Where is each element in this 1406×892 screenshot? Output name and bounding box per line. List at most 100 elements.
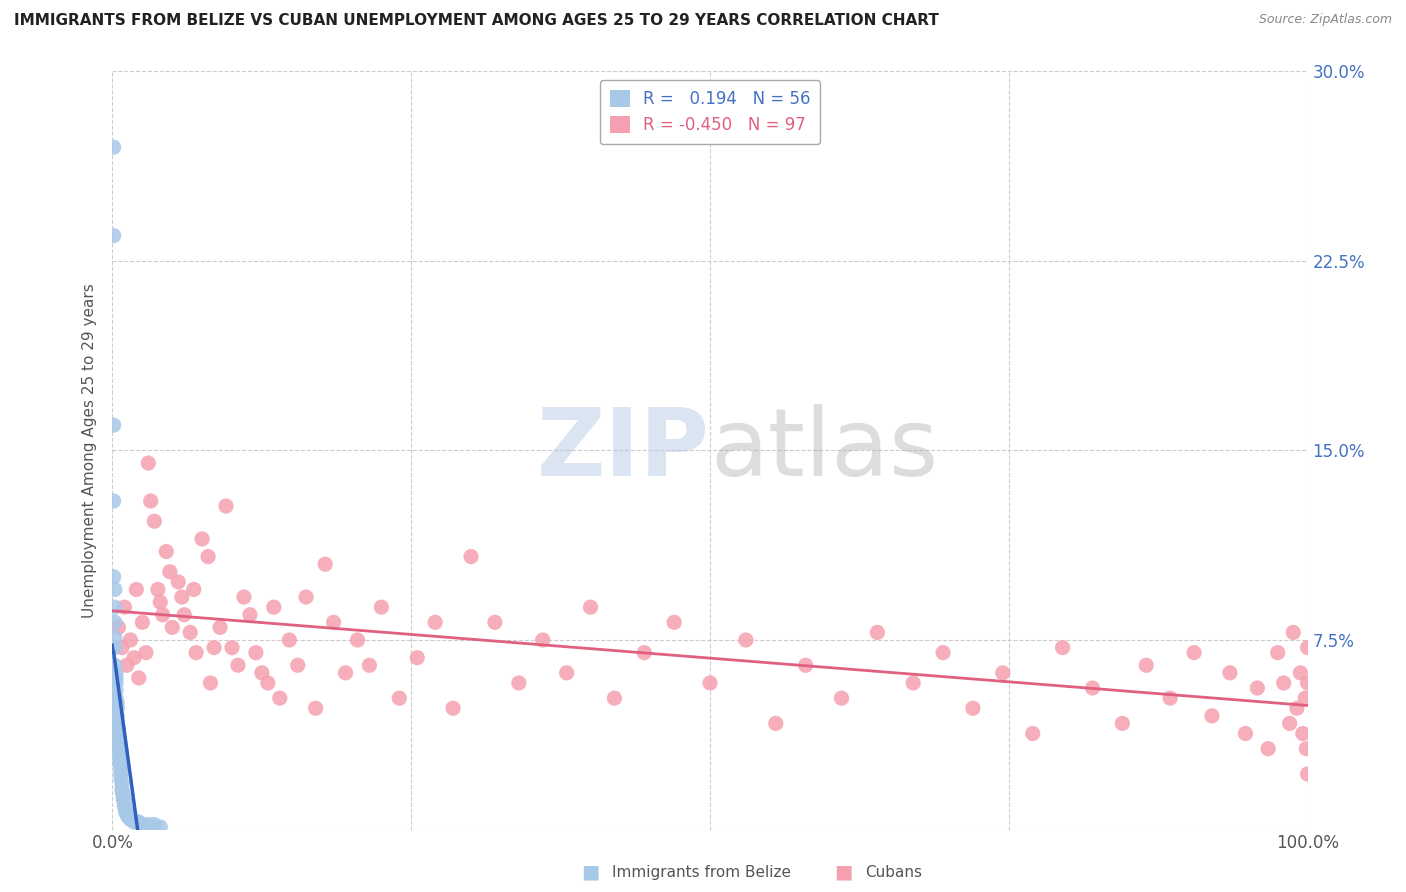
Point (131, 817, 153, 831)
Point (1294, 691, 1316, 706)
Text: Source: ZipAtlas.com: Source: ZipAtlas.com (1258, 13, 1392, 27)
Point (1246, 681, 1268, 695)
Point (115, 807, 138, 822)
Point (104, 631, 127, 645)
Point (1296, 676, 1319, 690)
Point (866, 625, 889, 640)
Point (131, 615, 153, 630)
Point (107, 726, 129, 740)
Point (103, 228, 125, 243)
Point (107, 620, 129, 634)
Text: IMMIGRANTS FROM BELIZE VS CUBAN UNEMPLOYMENT AMONG AGES 25 TO 29 YEARS CORRELATI: IMMIGRANTS FROM BELIZE VS CUBAN UNEMPLOY… (14, 13, 939, 29)
Text: ZIP: ZIP (537, 404, 710, 497)
Point (962, 701, 984, 715)
Point (183, 582, 205, 597)
Point (202, 640, 225, 655)
Point (111, 777, 134, 791)
Point (111, 782, 134, 797)
Point (105, 708, 128, 723)
Point (115, 658, 138, 673)
Point (114, 805, 136, 819)
Text: ■: ■ (581, 863, 600, 882)
Point (903, 676, 925, 690)
Point (105, 665, 128, 680)
Point (120, 633, 142, 648)
Point (152, 607, 174, 622)
Point (167, 574, 190, 589)
Text: atlas: atlas (710, 404, 938, 497)
Point (226, 658, 249, 673)
Point (603, 691, 626, 706)
Point (191, 532, 214, 546)
Legend: R =   0.194   N = 56, R = -0.450   N = 97: R = 0.194 N = 56, R = -0.450 N = 97 (599, 79, 821, 145)
Point (531, 633, 554, 648)
Point (735, 633, 758, 648)
Point (108, 756, 131, 771)
Point (1182, 646, 1205, 660)
Point (388, 691, 411, 706)
Point (149, 820, 172, 834)
Point (138, 456, 160, 470)
Point (555, 665, 578, 680)
Point (359, 658, 381, 673)
Point (269, 691, 291, 706)
Point (1292, 726, 1315, 740)
Point (1282, 625, 1305, 640)
Point (103, 494, 125, 508)
Point (1111, 716, 1133, 731)
Point (1257, 741, 1279, 756)
Point (179, 625, 201, 640)
Point (346, 633, 368, 648)
Point (103, 570, 125, 584)
Point (110, 772, 132, 786)
Point (114, 800, 135, 814)
Point (105, 691, 128, 706)
Point (305, 701, 328, 715)
Point (406, 650, 429, 665)
Text: ■: ■ (834, 863, 853, 882)
Point (1296, 767, 1319, 781)
Point (314, 557, 336, 572)
Point (112, 787, 135, 801)
Point (149, 595, 172, 609)
Point (107, 722, 129, 736)
Point (104, 658, 127, 673)
Text: Immigrants from Belize: Immigrants from Belize (612, 865, 790, 880)
Point (111, 640, 134, 655)
Point (1022, 726, 1045, 740)
Point (699, 676, 721, 690)
Point (460, 549, 482, 564)
Point (138, 817, 160, 831)
Point (215, 499, 238, 513)
Point (155, 544, 177, 558)
Point (105, 716, 128, 731)
Point (103, 418, 125, 433)
Point (121, 813, 143, 827)
Point (128, 671, 150, 685)
Point (197, 549, 219, 564)
Point (335, 665, 357, 680)
Point (295, 590, 318, 604)
Text: Cubans: Cubans (865, 865, 922, 880)
Point (1081, 681, 1104, 695)
Point (209, 620, 232, 634)
Point (425, 615, 447, 630)
Point (664, 615, 686, 630)
Point (508, 676, 530, 690)
Point (1159, 691, 1181, 706)
Point (250, 665, 273, 680)
Point (1278, 716, 1301, 731)
Point (173, 607, 195, 622)
Point (1272, 676, 1295, 690)
Point (484, 615, 506, 630)
Point (108, 752, 131, 766)
Point (103, 140, 125, 154)
Point (162, 620, 183, 634)
Point (125, 815, 148, 830)
Point (118, 810, 141, 824)
Point (104, 582, 127, 597)
Point (115, 805, 138, 819)
Point (287, 658, 309, 673)
Point (120, 810, 142, 824)
Point (110, 767, 132, 781)
